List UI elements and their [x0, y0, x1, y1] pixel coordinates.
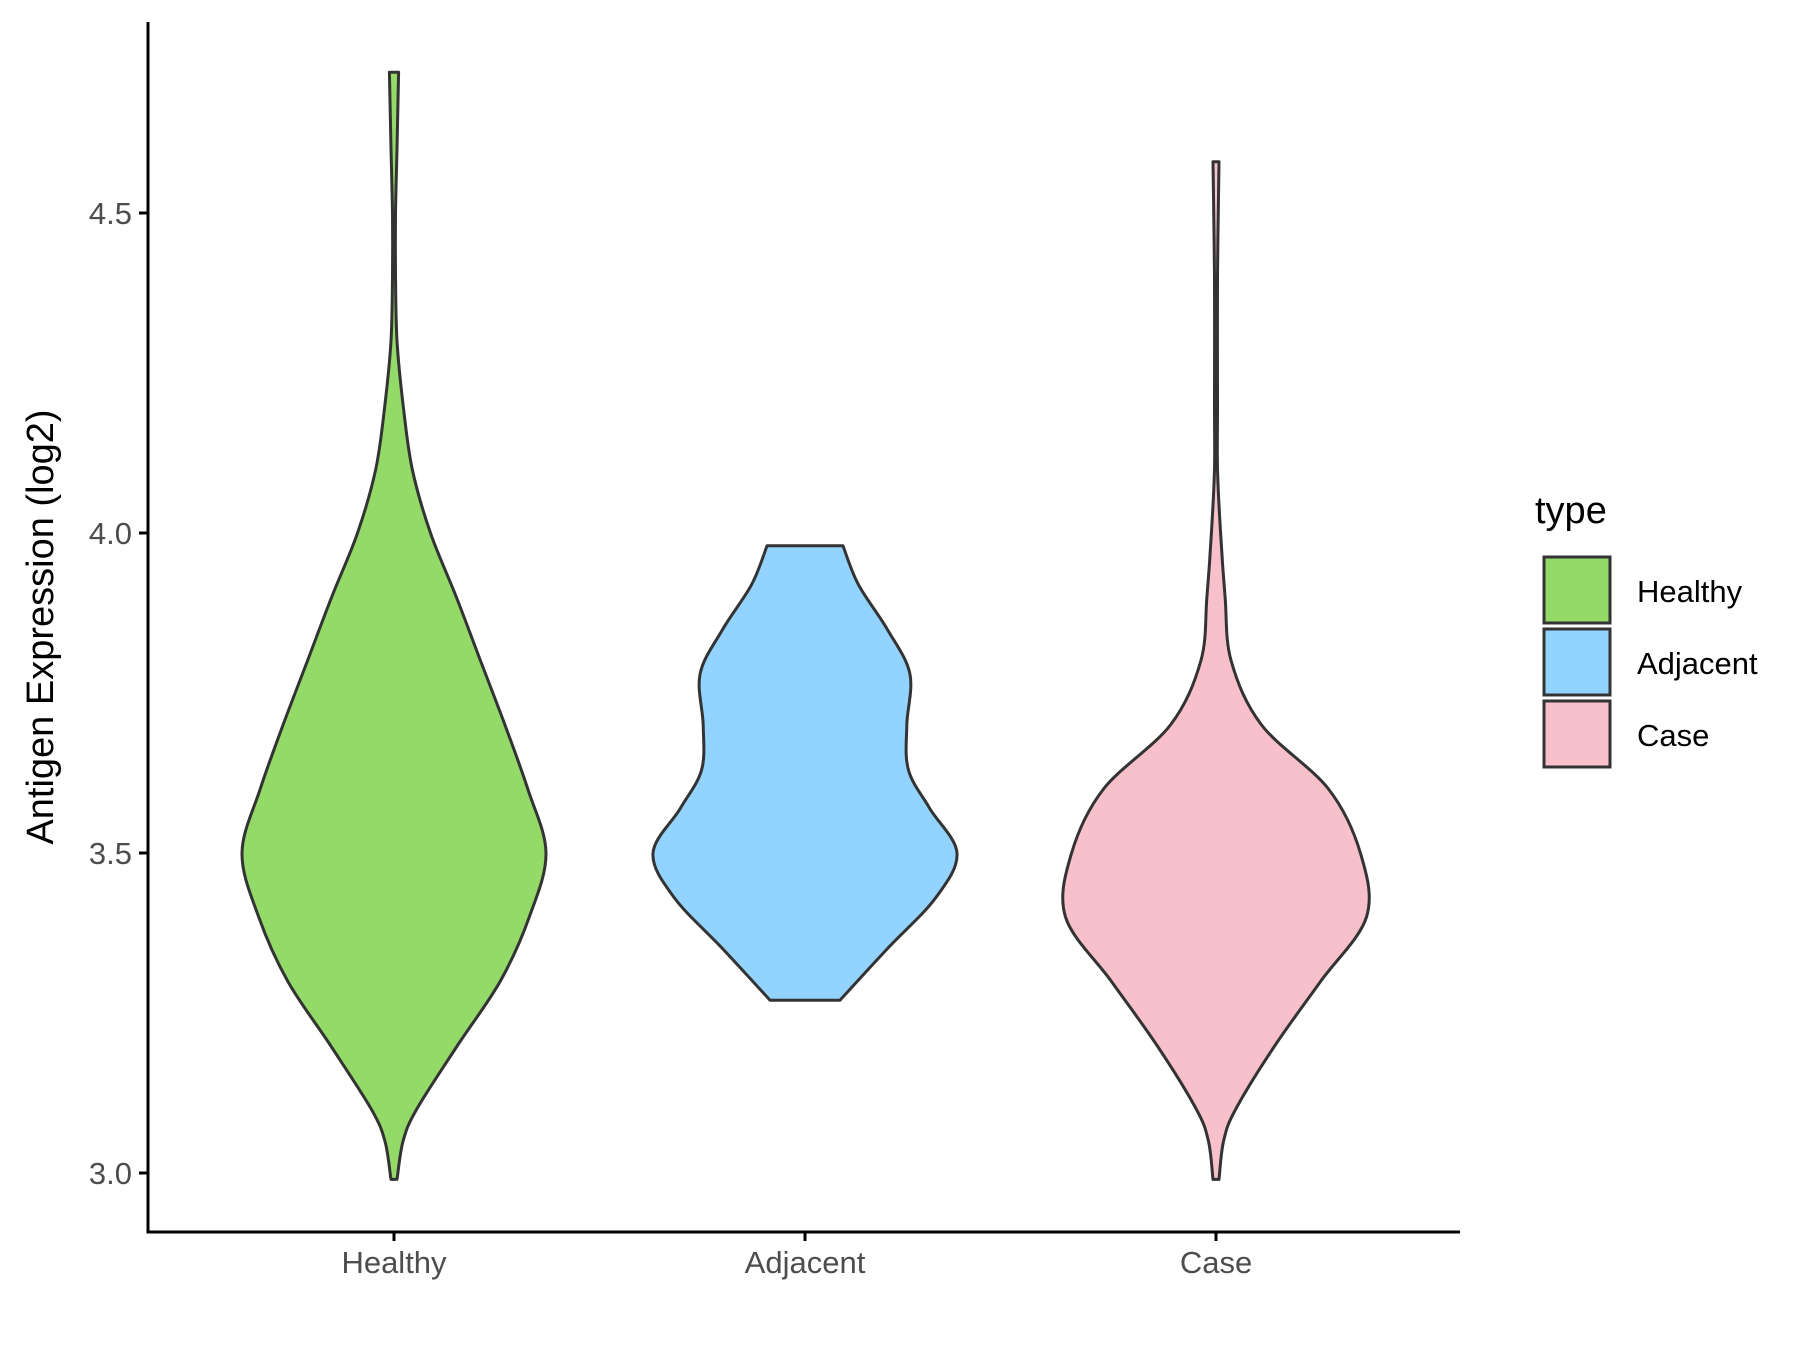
y-tick-label: 3.0: [89, 1156, 132, 1191]
y-tick-label: 4.5: [89, 196, 132, 231]
violins-layer: [240, 70, 1371, 1181]
x-tick-label: Healthy: [341, 1245, 447, 1280]
violin-case: [1061, 160, 1371, 1181]
legend-label: Healthy: [1637, 574, 1743, 609]
violin-healthy: [240, 70, 548, 1181]
legend: Healthy Adjacent Case: [1542, 555, 1758, 769]
y-axis-ticks: 3.0 3.5 4.0 4.5: [89, 196, 148, 1191]
y-tick-label: 3.5: [89, 836, 132, 871]
legend-key-healthy: [1542, 555, 1612, 625]
legend-key-adjacent: [1542, 627, 1612, 697]
x-tick-label: Adjacent: [745, 1245, 866, 1280]
y-tick-label: 4.0: [89, 516, 132, 551]
x-tick-label: Case: [1180, 1245, 1252, 1280]
legend-label: Case: [1637, 718, 1709, 753]
violin-adjacent: [651, 544, 959, 1002]
legend-title: type: [1535, 490, 1607, 532]
x-axis-ticks: Healthy Adjacent Case: [341, 1232, 1252, 1280]
y-axis-title: Antigen Expression (log2): [20, 409, 62, 844]
legend-key-case: [1542, 699, 1612, 769]
legend-label: Adjacent: [1637, 646, 1758, 681]
